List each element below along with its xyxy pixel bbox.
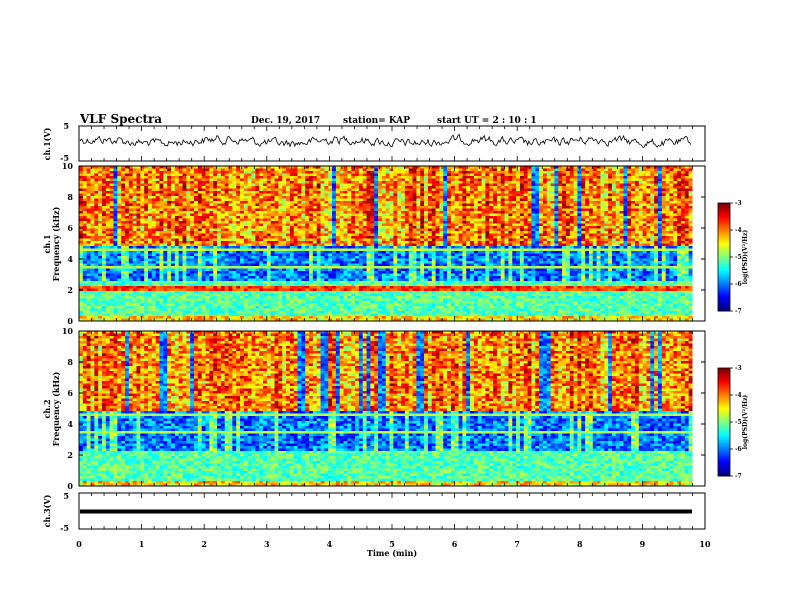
ch2-spectrogram-yticks: 0 2 4 6 8 10 — [62, 326, 705, 491]
ch1-waveform-trace — [79, 133, 692, 148]
ch2-spectrogram-panel: 0 2 4 6 8 10 ch.2 Frequency (kHz) -3 -4 -5 -6 -7 l… — [42, 326, 749, 491]
time-tick-label: 9 — [640, 539, 646, 549]
ytick-label: 6 — [67, 223, 73, 233]
time-tick-label: 3 — [264, 539, 270, 549]
ch1-ytick-top: 5 — [63, 121, 69, 131]
time-tick-label: 10 — [699, 539, 711, 549]
ytick-label: 2 — [67, 450, 73, 460]
ytick-label: 4 — [67, 419, 73, 429]
ch2-spectrogram-cells — [79, 331, 705, 487]
time-tick-label: 8 — [577, 539, 583, 549]
ytick-label: 6 — [67, 388, 73, 398]
ytick-label: 10 — [62, 326, 74, 336]
colorbar-tick-label: -5 — [735, 254, 742, 261]
ytick-label: 8 — [67, 357, 73, 367]
chart-title: VLF Spectra — [79, 112, 162, 126]
station-label: station= KAP — [343, 116, 410, 126]
ch1-spectrogram-ylabel-channel: ch.1 — [42, 234, 52, 253]
time-tick-label: 7 — [514, 539, 520, 549]
ch2-spectrogram-ylabel-channel: ch.2 — [42, 399, 52, 418]
colorbar-tick-label: -6 — [735, 446, 742, 453]
time-tick-label: 6 — [452, 539, 458, 549]
time-tick-label: 5 — [389, 539, 395, 549]
ch1-spectrogram-cells — [79, 166, 705, 322]
ytick-label: 0 — [67, 316, 73, 326]
colorbar-tick-label: -4 — [735, 227, 742, 234]
ytick-label: 8 — [67, 192, 73, 202]
ytick-label: 0 — [67, 481, 73, 491]
colorbar-tick-label: -3 — [735, 365, 742, 372]
time-axis-tick-labels: 0 1 2 3 4 5 6 7 8 9 10 — [76, 539, 711, 549]
colorbar-tick-label: -6 — [735, 281, 742, 288]
colorbar-label: log(PSD)(V²/Hz) — [742, 395, 749, 450]
colorbar-tick-label: -5 — [735, 419, 742, 426]
ch3-ytick-top: 5 — [63, 491, 69, 501]
ch1-ytick-bottom: -5 — [60, 153, 69, 163]
time-axis-label: Time (min) — [367, 548, 417, 558]
ch2-spectrogram-ylabel: Frequency (kHz) — [51, 371, 61, 446]
ch3-waveform-ylabel: ch.3(V) — [42, 494, 52, 527]
ch1-colorbar: -3 -4 -5 -6 -7 log(PSD)(V²/Hz) — [717, 200, 749, 315]
time-tick-label: 1 — [139, 539, 145, 549]
ytick-label: 2 — [67, 285, 73, 295]
time-tick-label: 4 — [327, 539, 333, 549]
ch1-spectrogram-panel: 0 2 4 6 8 10 ch.1 Frequency (kHz) -3 -4 -5 -6 -7 l… — [42, 161, 749, 326]
time-tick-label: 2 — [201, 539, 207, 549]
colorbar-tick-label: -3 — [735, 200, 742, 207]
time-tick-label: 0 — [76, 539, 82, 549]
ch1-spectrogram-yticks: 0 2 4 6 8 10 — [62, 161, 705, 326]
ch3-waveform-trace — [80, 509, 692, 514]
colorbar-label: log(PSD)(V²/Hz) — [742, 230, 749, 285]
date-label: Dec. 19, 2017 — [251, 116, 320, 126]
ch1-spectrogram-ylabel: Frequency (kHz) — [51, 206, 61, 281]
ytick-label: 4 — [67, 254, 73, 264]
ch2-colorbar: -3 -4 -5 -6 -7 log(PSD)(V²/Hz) — [717, 365, 749, 480]
ch1-waveform-ylabel: ch.1(V) — [42, 127, 52, 160]
colorbar-tick-label: -7 — [735, 308, 742, 315]
ch3-ytick-bottom: -5 — [60, 523, 69, 533]
colorbar-tick-label: -7 — [735, 473, 742, 480]
ytick-label: 10 — [62, 161, 74, 171]
time-axis-ticks — [78, 125, 706, 530]
colorbar-tick-label: -4 — [735, 392, 742, 399]
start-time-label: start UT = 2 : 10 : 1 — [437, 116, 537, 126]
